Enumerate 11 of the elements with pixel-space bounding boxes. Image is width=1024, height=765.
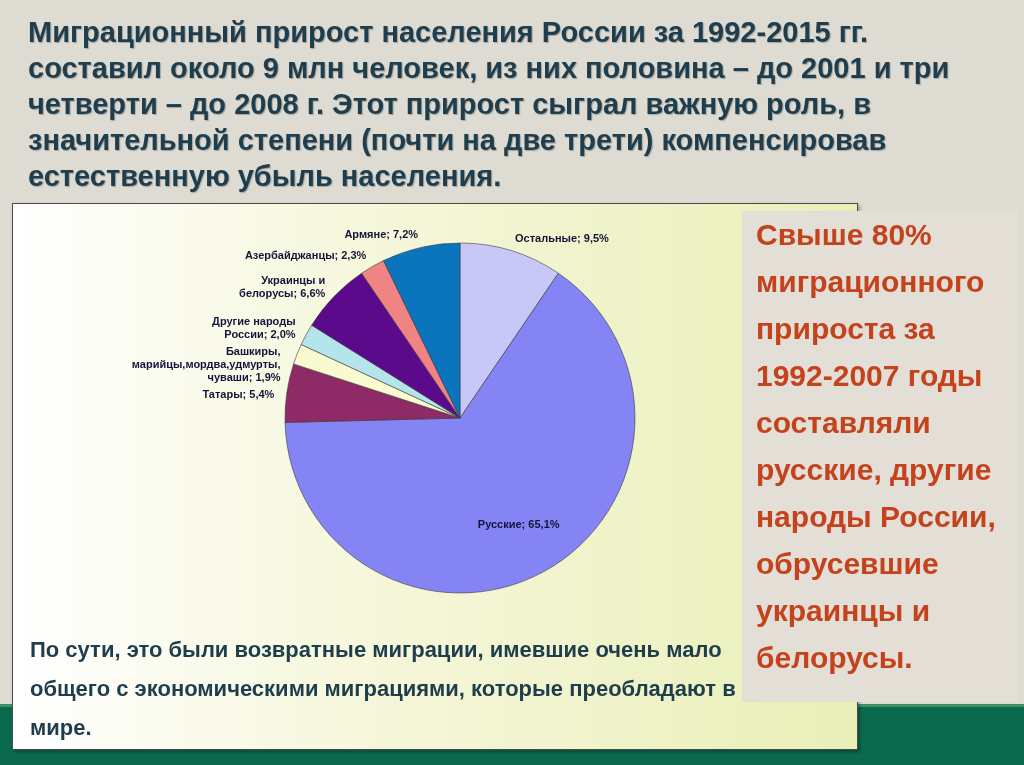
slice-label: Татары; 5,4% (202, 387, 275, 400)
text: По сути, это были возвратные миграции, имевшие очень мало общего с экономическими миграциями, которые преобладают в мире. (30, 636, 737, 742)
slice-label: Армяне; 7,2% (344, 228, 419, 241)
slice-label: Украинцы и белорусы; 6,6% (239, 274, 326, 300)
slice-label: Русские; 65,1% (477, 518, 560, 531)
text: Свыше 80% миграционного прироста за 1992-2007 годы составляли русские, другие народы России, обрусевшие украинцы и белорусы. (756, 218, 996, 674)
slice-label: Башкиры, марийцы,мордва,удмурты, чуваши; 1,9% (131, 344, 281, 383)
chart-title: Миграционный прирост населения России за 1992-2015 гг. составил около 9 млн человек, из них половина – до 2001 и три четверти – до 2008 г. Этот прирост сыграл важную роль, в значительной степени (почти на две трети) компенсировав естественную убыль населения. (28, 15, 951, 194)
slice-label: Другие народы России; 2,0% (212, 314, 296, 340)
slice-label: Остальные; 9,5% (514, 231, 610, 244)
slice-label: Азербайджанцы; 2,3% (244, 248, 367, 261)
